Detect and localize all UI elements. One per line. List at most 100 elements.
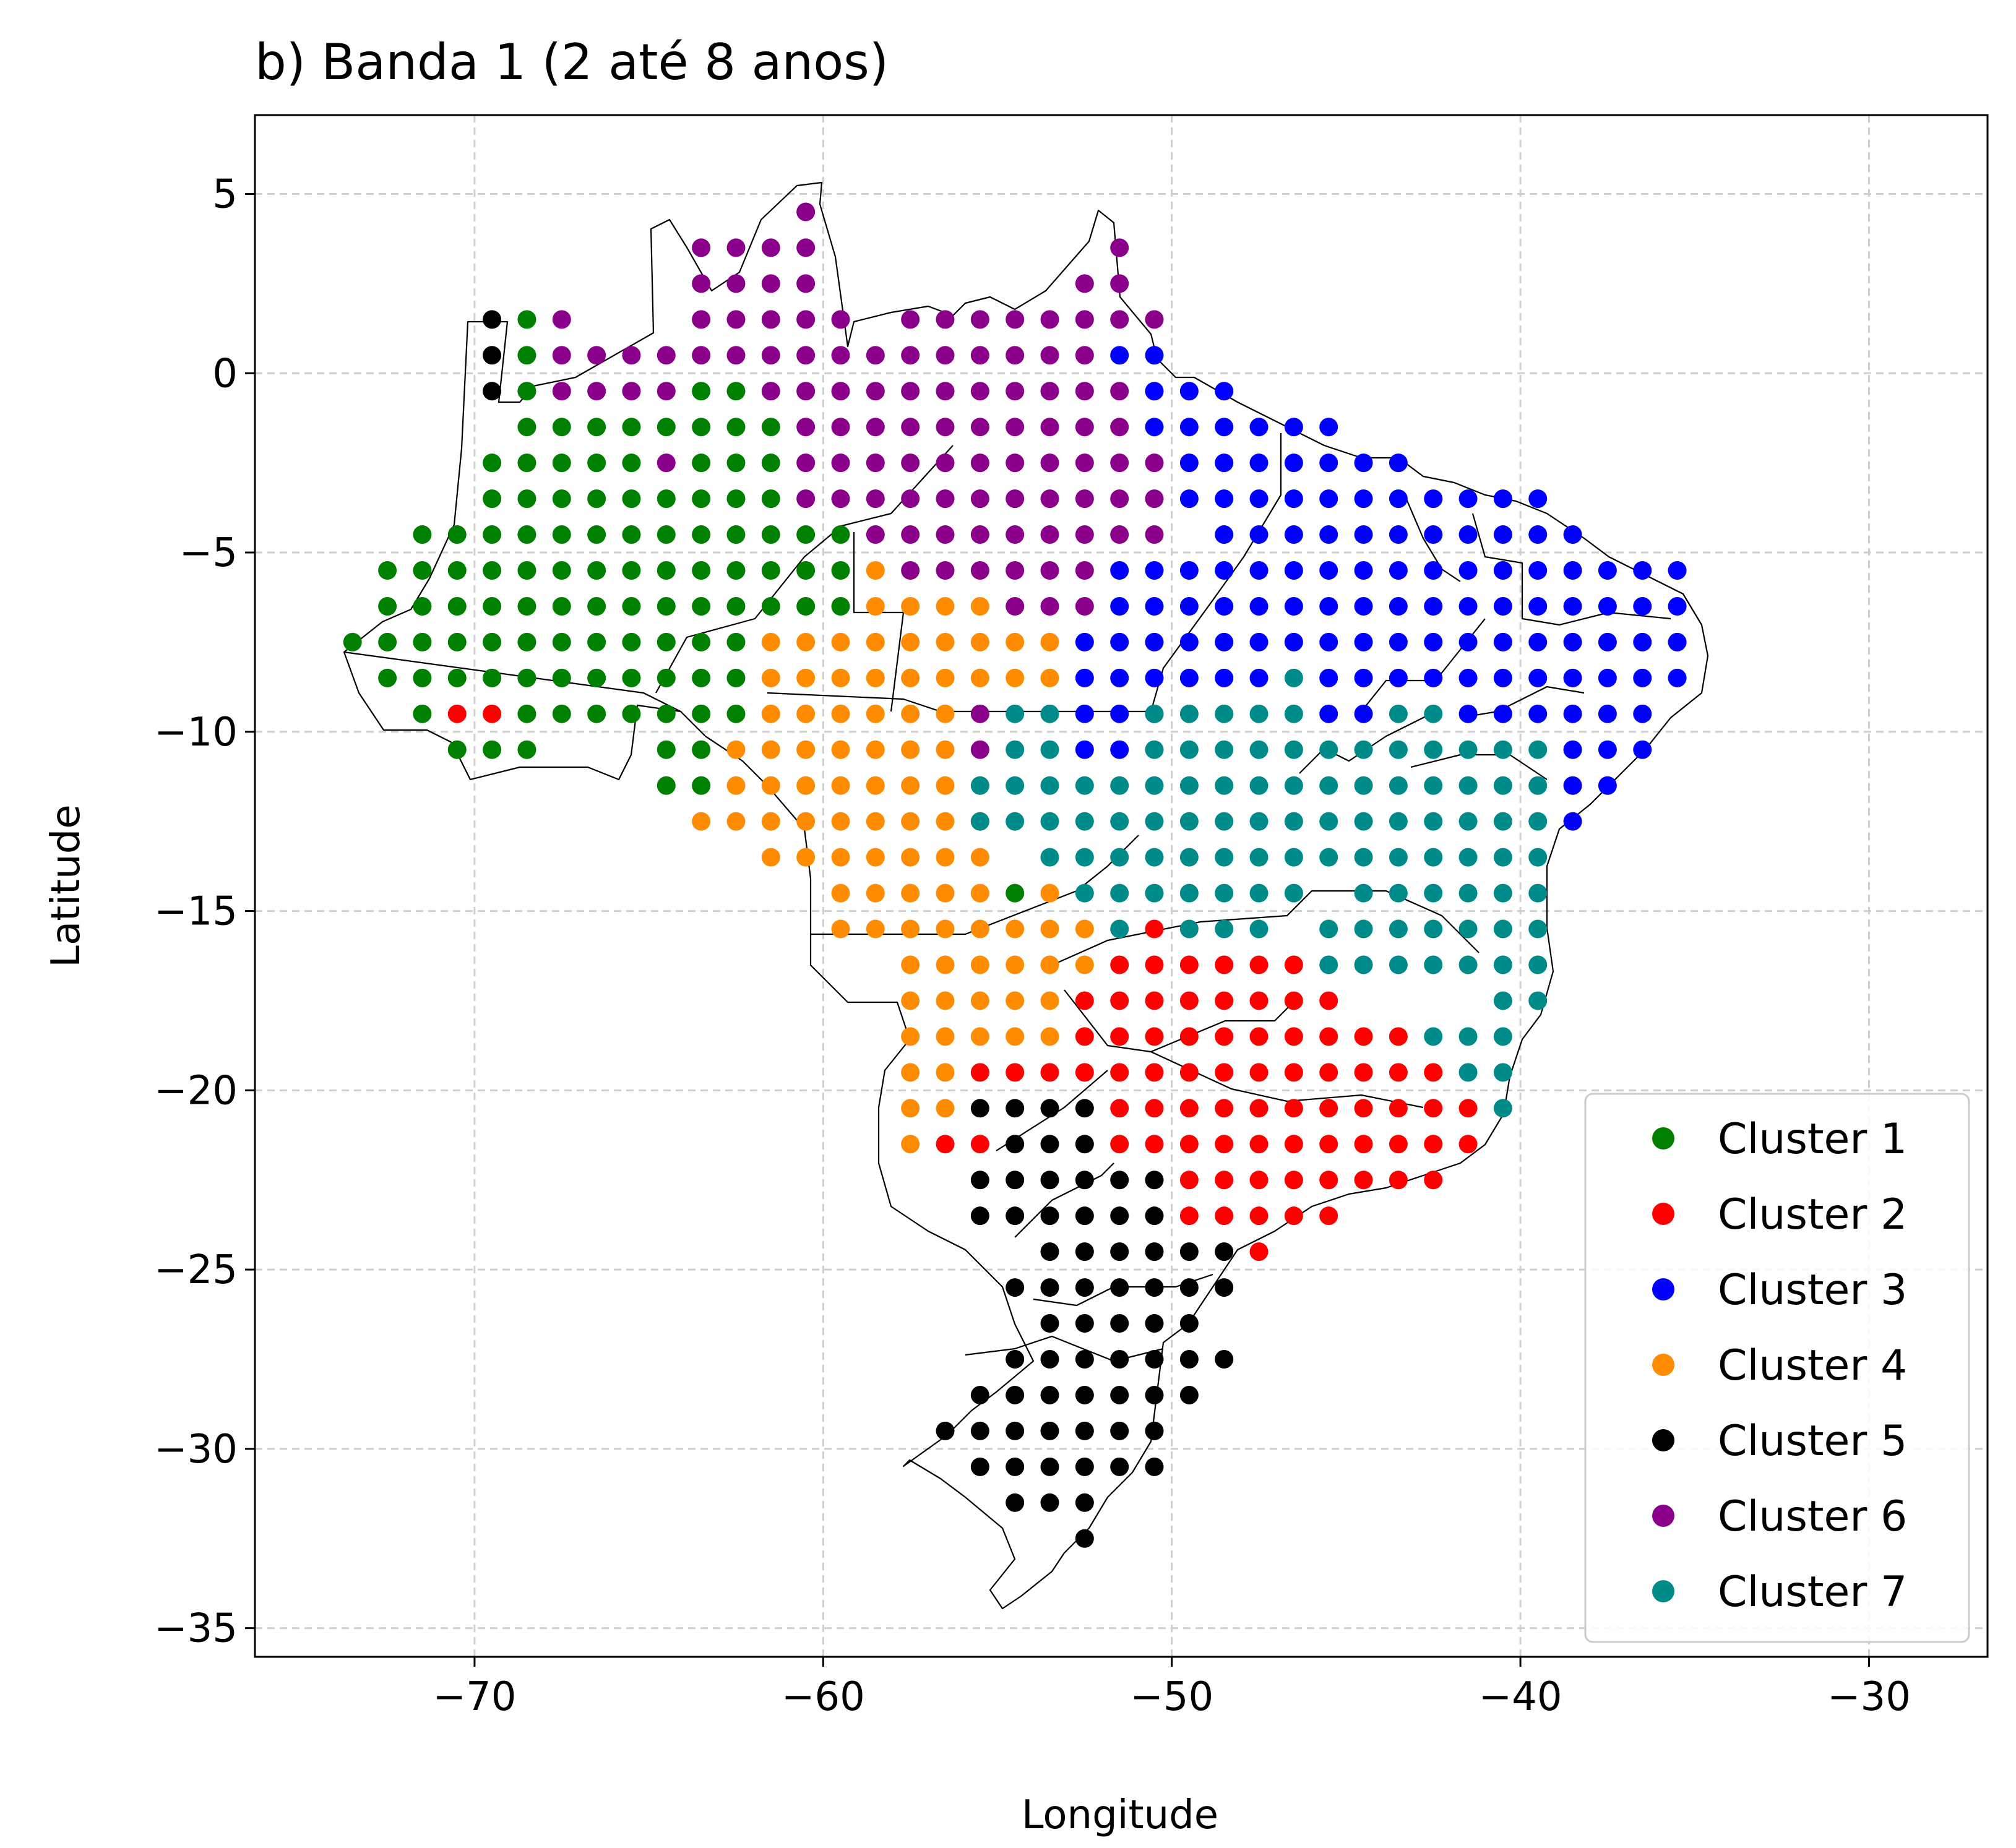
cluster-7-point: [1040, 848, 1059, 867]
cluster-7-point: [1493, 955, 1512, 974]
y-axis-ticks: 5 0 −5 −10 −15 −20 −25 −30 −35: [154, 171, 255, 1652]
cluster-7-point: [1179, 883, 1199, 903]
y-tick-label: 5: [212, 171, 238, 217]
cluster-3-point: [1179, 418, 1199, 437]
cluster-3-point: [1249, 453, 1269, 473]
cluster-6-point: [796, 418, 816, 437]
cluster-1-point: [587, 596, 606, 616]
cluster-7-point: [1493, 991, 1512, 1010]
cluster-2-point: [1110, 1099, 1129, 1118]
cluster-2-point: [1424, 1063, 1443, 1082]
cluster-7-point: [1179, 848, 1199, 867]
cluster-3-point: [1668, 668, 1687, 687]
cluster-1-point: [761, 418, 780, 437]
cluster-4-point: [970, 1027, 989, 1046]
cluster-3-point: [1598, 561, 1617, 580]
cluster-7-point: [1493, 776, 1512, 795]
cluster-6-point: [796, 274, 816, 293]
cluster-1-point: [517, 525, 536, 544]
cluster-1-point: [552, 704, 571, 723]
cluster-2-point: [1354, 1063, 1373, 1082]
cluster-2-point: [1284, 955, 1303, 974]
cluster-1-point: [692, 561, 711, 580]
cluster-3-point: [1215, 525, 1234, 544]
cluster-7-point: [1528, 776, 1548, 795]
cluster-7-point: [1493, 848, 1512, 867]
cluster-3-point: [1354, 453, 1373, 473]
cluster-6-point: [1110, 525, 1129, 544]
legend-label-cluster-6: Cluster 6: [1718, 1492, 1907, 1541]
cluster-1-point: [622, 704, 641, 723]
cluster-7-point: [1493, 740, 1512, 759]
cluster-4-point: [831, 704, 850, 723]
cluster-7-point: [1389, 919, 1408, 939]
cluster-1-point: [483, 489, 502, 509]
cluster-3-point: [1249, 525, 1269, 544]
cluster-6-point: [587, 346, 606, 365]
cluster-7-point: [1424, 776, 1443, 795]
cluster-1-point: [692, 418, 711, 437]
cluster-1-point: [587, 418, 606, 437]
cluster-7-point: [1040, 776, 1059, 795]
cluster-1-point: [761, 596, 780, 616]
cluster-2-point: [1284, 1063, 1303, 1082]
cluster-3-point: [1179, 382, 1199, 401]
legend-label-cluster-7: Cluster 7: [1718, 1568, 1907, 1617]
cluster-2-point: [1389, 1099, 1408, 1118]
cluster-1-point: [622, 632, 641, 651]
cluster-6-point: [901, 418, 920, 437]
cluster-4-point: [831, 632, 850, 651]
cluster-1-point: [483, 561, 502, 580]
cluster-7-point: [1179, 704, 1199, 723]
cluster-5-point: [1075, 1171, 1094, 1190]
cluster-3-point: [1598, 596, 1617, 616]
cluster-4-point: [761, 776, 780, 795]
cluster-6-point: [796, 489, 816, 509]
cluster-6-point: [726, 238, 746, 257]
cluster-2-point: [1179, 1206, 1199, 1226]
cluster-1-point: [517, 418, 536, 437]
cluster-7-point: [1424, 883, 1443, 903]
cluster-3-point: [1424, 632, 1443, 651]
cluster-6-point: [622, 382, 641, 401]
cluster-2-point: [1249, 1027, 1269, 1046]
cluster-1-point: [692, 668, 711, 687]
x-tick-label: −60: [782, 1674, 865, 1720]
cluster-2-point: [1179, 1027, 1199, 1046]
cluster-6-point: [726, 274, 746, 293]
cluster-5-point: [1040, 1457, 1059, 1476]
cluster-7-point: [1389, 776, 1408, 795]
cluster-1-point: [517, 346, 536, 365]
cluster-5-point: [936, 1421, 955, 1440]
cluster-4-point: [866, 919, 885, 939]
cluster-3-point: [1319, 418, 1338, 437]
cluster-4-point: [796, 632, 816, 651]
cluster-6-point: [1110, 489, 1129, 509]
cluster-3-point: [1215, 561, 1234, 580]
cluster-6-point: [936, 489, 955, 509]
cluster-3-point: [1563, 704, 1582, 723]
cluster-1-point: [413, 561, 432, 580]
cluster-1-point: [552, 632, 571, 651]
cluster-3-point: [1633, 740, 1652, 759]
cluster-3-point: [1284, 561, 1303, 580]
cluster-5-point: [1145, 1206, 1164, 1226]
cluster-2-point: [1424, 1099, 1443, 1118]
cluster-4-point: [901, 991, 920, 1010]
cluster-4-point: [901, 955, 920, 974]
cluster-7-point: [1215, 740, 1234, 759]
cluster-3-point: [1563, 740, 1582, 759]
cluster-4-point: [866, 668, 885, 687]
cluster-2-point: [1110, 955, 1129, 974]
cluster-4-point: [1006, 1027, 1025, 1046]
cluster-3-point: [1493, 561, 1512, 580]
cluster-1-point: [343, 632, 362, 651]
cluster-1-point: [483, 740, 502, 759]
cluster-4-point: [1075, 955, 1094, 974]
cluster-1-point: [587, 453, 606, 473]
cluster-1-point: [447, 561, 467, 580]
cluster-1-point: [657, 418, 676, 437]
cluster-6-point: [936, 310, 955, 329]
cluster-7-point: [1424, 812, 1443, 831]
cluster-2-point: [1179, 1063, 1199, 1082]
